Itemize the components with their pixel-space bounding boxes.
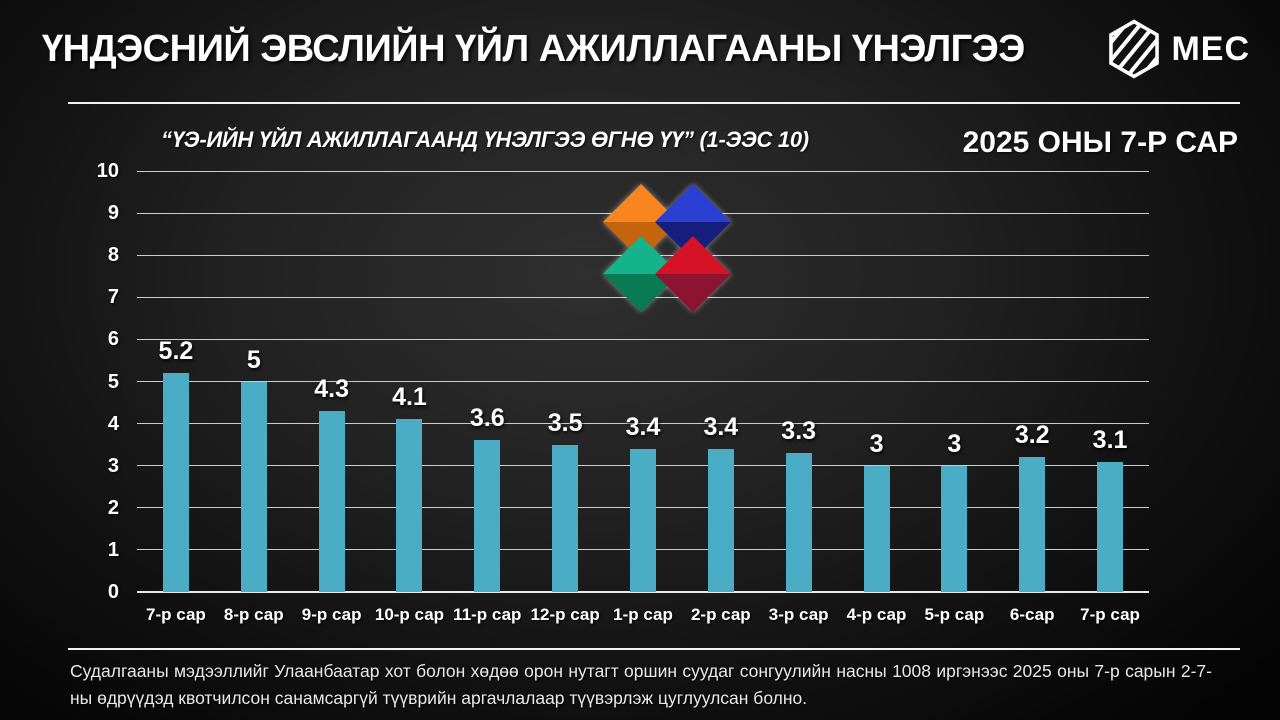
- x-axis-label-5: 11-р сар: [453, 605, 522, 624]
- bar-column-12: 3.2 6-сар: [993, 171, 1071, 624]
- bar-7: [629, 448, 656, 592]
- gridline-y4: [137, 423, 1149, 425]
- y-tick-label-7: 7: [107, 286, 119, 309]
- y-tick-label-6: 6: [107, 328, 119, 351]
- bar-column-10: 3 4-р сар: [838, 171, 916, 624]
- title-divider: [68, 102, 1240, 104]
- x-axis-label-6: 12-р сар: [530, 605, 600, 624]
- bar-4: [396, 419, 423, 592]
- x-axis-label-2: 8-р сар: [223, 605, 284, 624]
- bar-column-13: 3.1 7-р сар: [1071, 171, 1149, 625]
- bar-column-1: 5.2 7-р сар: [137, 171, 215, 624]
- bar-value-5: 3.6: [469, 404, 505, 433]
- bar-column-5: 3.6 11-р сар: [448, 171, 526, 624]
- bar-10: [863, 465, 890, 592]
- gridline-y10: [137, 170, 1149, 172]
- y-tick-label-2: 2: [107, 496, 119, 519]
- gridline-y6: [137, 338, 1149, 340]
- chart-period: 2025 ОНЫ 7-Р САР: [962, 126, 1238, 159]
- x-axis-label-13: 7-р сар: [1080, 605, 1140, 624]
- bar-13: [1097, 461, 1124, 592]
- bar-column-9: 3.3 3-р сар: [760, 171, 838, 624]
- bar-value-3: 4.3: [314, 374, 349, 403]
- y-tick-label-5: 5: [107, 370, 119, 393]
- bar-value-1: 5.2: [158, 337, 194, 366]
- bar-column-3: 4.3 9-р сар: [293, 171, 371, 624]
- mec-cube-icon: [1109, 19, 1160, 79]
- bar-3: [318, 410, 345, 592]
- y-tick-label-1: 1: [107, 538, 119, 561]
- bar-column-7: 3.4 1-р сар: [604, 171, 682, 624]
- x-axis-label-10: 4-р сар: [846, 605, 907, 624]
- bar-column-8: 3.4 2-р сар: [682, 171, 760, 624]
- y-tick-label-10: 10: [96, 160, 119, 182]
- bar-value-4: 4.1: [392, 383, 427, 412]
- bar-11: [941, 465, 968, 592]
- bar-value-10: 3: [869, 429, 884, 458]
- x-axis-label-9: 3-р сар: [768, 605, 829, 624]
- bar-1: [162, 373, 189, 592]
- bar-column-2: 5 8-р сар: [215, 171, 293, 625]
- mec-logo-text: MEC: [1171, 29, 1250, 68]
- x-axis-label-12: 6-сар: [1009, 605, 1055, 624]
- y-tick-label-4: 4: [107, 412, 119, 435]
- bar-value-13: 3.1: [1092, 425, 1128, 454]
- bar-value-8: 3.4: [703, 412, 739, 441]
- bar-6: [552, 444, 579, 592]
- bar-8: [707, 448, 734, 592]
- y-tick-label-9: 9: [107, 202, 119, 225]
- bar-value-6: 3.5: [547, 408, 583, 437]
- chart-question: “ҮЭ-ИЙН ҮЙЛ АЖИЛЛАГААНД ҮНЭЛГЭЭ ӨГНӨ ҮҮ”…: [161, 127, 809, 152]
- page-title: ҮНДЭСНИЙ ЭВСЛИЙН ҮЙЛ АЖИЛЛАГААНЫ ҮНЭЛГЭЭ: [42, 28, 1025, 70]
- bar-columns: 5.2 7-р сар 5 8-р сар 4.3 9-р сар 4.1 10-р сар 3…: [137, 171, 1149, 625]
- x-axis-label-3: 9-р сар: [301, 605, 362, 624]
- footer-note: Судалгааны мэдээллийг Улаанбаатар хот бо…: [70, 661, 1212, 708]
- x-axis-label-11: 5-р сар: [924, 605, 985, 624]
- x-ribbon-emblem-icon: [603, 184, 731, 312]
- bar-column-11: 3 5-р сар: [915, 171, 993, 624]
- footer-divider: [68, 648, 1240, 650]
- bar-12: [1019, 457, 1046, 592]
- bar-column-4: 4.1 10-р сар: [371, 171, 449, 624]
- bar-2: [240, 381, 267, 592]
- bar-9: [785, 453, 812, 592]
- bar-column-6: 3.5 12-р сар: [526, 171, 604, 624]
- y-tick-label-8: 8: [107, 244, 119, 267]
- bar-value-11: 3: [947, 429, 962, 458]
- y-tick-label-0: 0: [107, 581, 119, 603]
- bar-value-9: 3.3: [781, 417, 817, 446]
- bar-5: [474, 440, 501, 592]
- x-axis-label-4: 10-р сар: [374, 605, 445, 624]
- x-axis-label-1: 7-р сар: [146, 605, 206, 624]
- bar-value-2: 5: [246, 345, 261, 374]
- mec-logo: MEC: [1105, 18, 1250, 80]
- y-tick-label-3: 3: [107, 454, 119, 477]
- gridline-y5: [137, 381, 1149, 382]
- x-axis-label-8: 2-р сар: [690, 605, 751, 624]
- x-axis-line: [137, 591, 1149, 593]
- x-axis-label-7: 1-р сар: [613, 605, 673, 624]
- bar-value-12: 3.2: [1014, 421, 1050, 450]
- bar-value-7: 3.4: [625, 412, 661, 441]
